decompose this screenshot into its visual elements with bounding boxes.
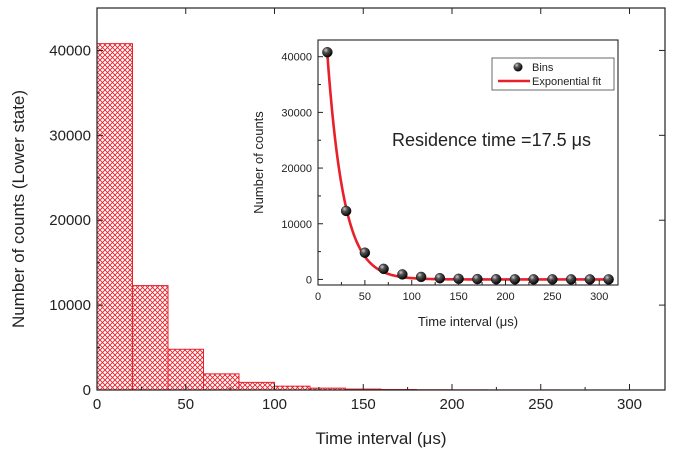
exponential-fit-line xyxy=(326,54,609,281)
inset-chart: 0 50 100 150 200 250 300 0 10000 20000 30000 40000… xyxy=(251,39,619,329)
inset-y-tick-label: 40000 xyxy=(281,52,312,64)
main-plot-frame xyxy=(96,7,666,391)
main-y-tick-label: 20000 xyxy=(49,212,91,229)
inset-x-tick-label: 100 xyxy=(403,291,421,303)
main-x-axis-label: Time interval (μs) xyxy=(315,429,446,448)
main-y-tick-label: 30000 xyxy=(49,127,91,144)
legend-box xyxy=(491,57,615,91)
inset-y-tick-label: 10000 xyxy=(281,219,312,231)
histogram-bar xyxy=(203,373,240,391)
data-point xyxy=(584,274,596,285)
main-y-tick-label: 10000 xyxy=(49,297,91,314)
data-point xyxy=(415,271,427,283)
residence-time-annotation: Residence time =17.5 μs xyxy=(392,130,591,150)
inset-x-axis-label: Time interval (μs) xyxy=(418,314,518,329)
inset-y-ticks: 0 10000 20000 30000 40000 xyxy=(281,52,323,286)
inset-x-tick-label: 150 xyxy=(449,291,467,303)
main-y-axis-label: Number of counts (Lower state) xyxy=(9,90,28,328)
data-point xyxy=(340,205,352,217)
main-x-tick-label: 300 xyxy=(617,396,642,413)
histogram-bar xyxy=(132,285,169,391)
inset-legend: Bins Exponential fit xyxy=(491,57,615,91)
inset-plot-frame xyxy=(317,39,619,286)
main-y-tick-label: 0 xyxy=(83,382,91,399)
legend-label-bins: Bins xyxy=(532,62,554,74)
data-point xyxy=(397,269,408,280)
histogram-bar xyxy=(238,381,275,391)
data-point xyxy=(322,47,333,58)
histogram-bar xyxy=(96,43,133,391)
main-histogram: 0 50 100 150 200 250 300 010000200003000040000… xyxy=(9,7,666,448)
data-point xyxy=(528,274,539,285)
data-point xyxy=(603,274,614,285)
main-x-tick-label: 200 xyxy=(439,396,464,413)
inset-x-ticks: 0 50 100 150 200 250 300 xyxy=(315,280,608,303)
data-point xyxy=(434,273,446,284)
main-y-tick-label: 40000 xyxy=(49,42,91,59)
legend-label-fit: Exponential fit xyxy=(532,76,601,88)
inset-x-tick-label: 300 xyxy=(590,291,608,303)
data-point xyxy=(472,273,483,285)
data-point xyxy=(490,274,502,285)
inset-x-tick-label: 250 xyxy=(543,291,561,303)
inset-y-tick-label: 0 xyxy=(306,274,312,286)
data-point xyxy=(509,274,521,285)
inset-x-tick-label: 50 xyxy=(359,291,371,303)
main-x-ticks: 0 50 100 150 200 250 300 xyxy=(93,8,642,413)
legend-sphere-marker xyxy=(513,62,523,72)
inset-x-tick-label: 0 xyxy=(315,291,321,303)
inset-y-axis-label: Number of counts xyxy=(251,111,266,214)
inset-y-tick-label: 30000 xyxy=(281,107,312,119)
data-point xyxy=(565,274,577,285)
inset-points xyxy=(322,47,614,285)
inset-y-tick-label: 20000 xyxy=(281,163,312,175)
inset-x-tick-label: 200 xyxy=(496,291,514,303)
main-x-tick-label: 100 xyxy=(262,396,287,413)
data-point xyxy=(359,247,371,258)
main-x-tick-label: 250 xyxy=(528,396,553,413)
main-x-tick-label: 150 xyxy=(351,396,376,413)
histogram-bar xyxy=(167,348,204,391)
data-point xyxy=(378,263,389,275)
main-x-tick-label: 0 xyxy=(93,396,101,413)
main-x-tick-label: 50 xyxy=(177,396,194,413)
